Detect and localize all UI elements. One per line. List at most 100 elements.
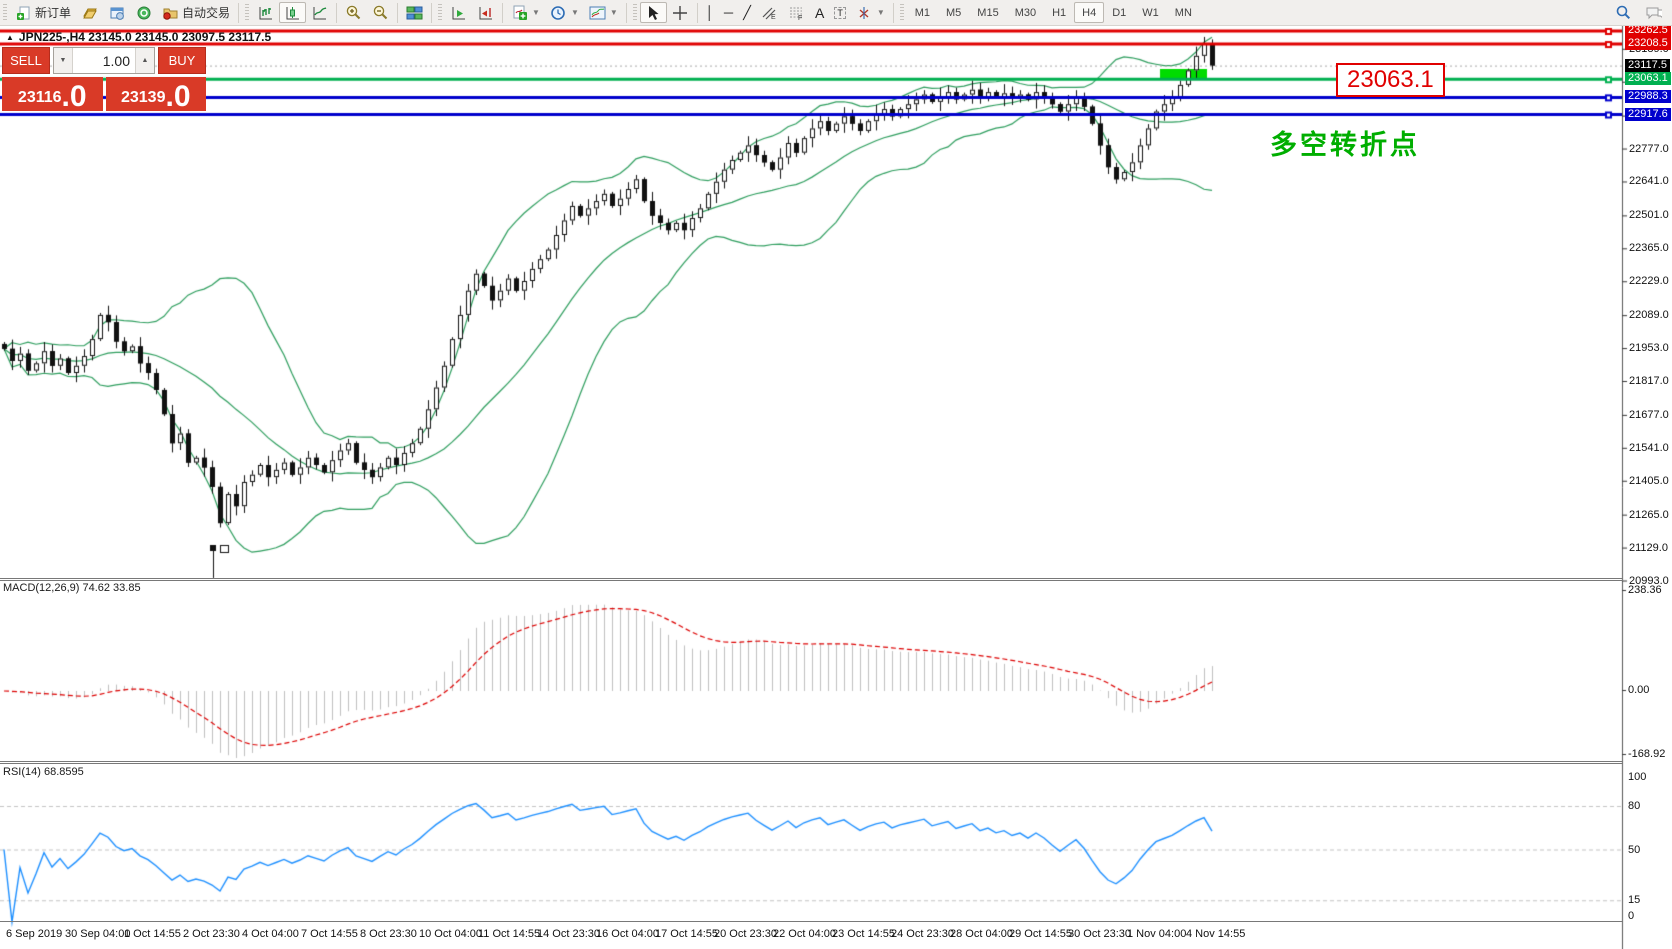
timeframe-d1[interactable]: D1 bbox=[1112, 6, 1127, 19]
timeframe-m30[interactable]: M30 bbox=[1014, 6, 1037, 19]
new-order-button[interactable]: 新订单 bbox=[10, 2, 76, 23]
chat-icon[interactable] bbox=[1645, 4, 1662, 21]
time-axis-label: 23 Oct 14:55 bbox=[832, 928, 895, 940]
timeframe-m5[interactable]: M5 bbox=[946, 6, 962, 19]
tile-windows-icon bbox=[406, 4, 423, 21]
toolbar-grip bbox=[899, 3, 904, 22]
one-click-trade-panel: SELL ▼ 1.00 ▲ BUY 23116 .0 23139 .0 bbox=[2, 47, 206, 111]
note-text[interactable]: 多空转折点 bbox=[1270, 130, 1420, 160]
sell-price-pips: .0 bbox=[61, 79, 87, 113]
timeframe-w1[interactable]: W1 bbox=[1142, 6, 1159, 19]
price-axis-tick: 22365.0 bbox=[1629, 242, 1669, 255]
volume-decrease-icon[interactable]: ▼ bbox=[54, 48, 73, 73]
tile-windows-button[interactable] bbox=[401, 2, 428, 23]
zoom-in-icon bbox=[345, 4, 362, 21]
time-axis-label: 28 Oct 04:00 bbox=[950, 928, 1013, 940]
trendline-icon: ╱ bbox=[743, 5, 751, 20]
price-line-label: 22988.3 bbox=[1625, 90, 1671, 104]
timeframe-h1[interactable]: H1 bbox=[1052, 6, 1067, 19]
timeframe-m15[interactable]: M15 bbox=[977, 6, 999, 19]
price-axis-tick: 22641.0 bbox=[1629, 175, 1669, 188]
svg-text:E: E bbox=[771, 14, 776, 21]
time-axis-label: 7 Oct 14:55 bbox=[301, 928, 358, 940]
price-axis-tick: 21541.0 bbox=[1629, 441, 1669, 454]
volume-value[interactable]: 1.00 bbox=[102, 52, 130, 69]
bar-chart-button[interactable] bbox=[252, 2, 279, 23]
line-chart-button[interactable] bbox=[306, 2, 333, 23]
collapse-triangle-icon[interactable]: ▲ bbox=[6, 32, 14, 42]
price-axis-tick: 21953.0 bbox=[1629, 342, 1669, 355]
fibonacci-icon: F bbox=[788, 4, 805, 21]
timeframe-group: M1 M5 M15 M30 H1 H4 D1 W1 MN bbox=[907, 0, 1200, 25]
sell-price-main: 23116 bbox=[17, 89, 62, 106]
price-line-label: 23208.5 bbox=[1625, 37, 1671, 51]
horizontal-line-button[interactable]: ─ bbox=[719, 2, 738, 23]
candlestick-button[interactable] bbox=[279, 2, 307, 23]
rsi-scale-label: 0 bbox=[1628, 910, 1635, 922]
cursor-icon bbox=[645, 4, 662, 21]
panel-separator bbox=[0, 761, 1623, 762]
data-window-button[interactable] bbox=[103, 2, 130, 23]
price-axis-tick: 21405.0 bbox=[1629, 474, 1669, 487]
price-axis-tick: 22089.0 bbox=[1629, 309, 1669, 322]
price-axis-tick: 20993.0 bbox=[1629, 574, 1669, 587]
chart-shift-button[interactable] bbox=[472, 2, 499, 23]
equidistant-channel-button[interactable]: E bbox=[756, 2, 783, 23]
toolbar-grip bbox=[438, 3, 443, 22]
price-line-label: 22917.6 bbox=[1625, 107, 1671, 121]
trendline-button[interactable]: ╱ bbox=[738, 2, 756, 23]
svg-text:F: F bbox=[798, 15, 802, 21]
candlestick-icon bbox=[284, 4, 301, 21]
zoom-in-button[interactable] bbox=[340, 2, 367, 23]
buy-price[interactable]: 23139 .0 bbox=[105, 77, 206, 111]
time-axis-label: 8 Oct 23:30 bbox=[360, 928, 417, 940]
price-axis-tick: 21817.0 bbox=[1629, 375, 1669, 387]
auto-scroll-icon bbox=[450, 4, 467, 21]
market-watch-button[interactable] bbox=[76, 2, 103, 23]
periods-button[interactable]: ▼ bbox=[545, 2, 584, 23]
indicators-button[interactable]: ▼ bbox=[506, 2, 545, 23]
cursor-button[interactable] bbox=[639, 2, 667, 23]
crosshair-button[interactable] bbox=[667, 2, 694, 23]
macd-scale-label: 0.00 bbox=[1628, 684, 1650, 696]
sell-button[interactable]: SELL bbox=[2, 47, 50, 74]
volume-stepper[interactable]: ▼ 1.00 ▲ bbox=[53, 47, 155, 74]
templates-icon bbox=[589, 4, 606, 21]
templates-button[interactable]: ▼ bbox=[584, 2, 623, 23]
time-axis-label: 11 Oct 14:55 bbox=[478, 928, 541, 940]
time-axis-label: 10 Oct 04:00 bbox=[419, 928, 482, 940]
macd-scale-label: -168.92 bbox=[1628, 748, 1666, 760]
timeframe-m1[interactable]: M1 bbox=[914, 6, 931, 19]
toolbar-grip bbox=[632, 3, 637, 22]
chart-shift-icon bbox=[477, 4, 494, 21]
search-icon[interactable] bbox=[1614, 4, 1631, 21]
autotrading-button[interactable]: 自动交易 bbox=[157, 2, 235, 23]
text-icon: A bbox=[814, 4, 825, 21]
time-axis-label: 1 Nov 04:00 bbox=[1127, 928, 1187, 940]
price-flag-label[interactable]: 23063.1 bbox=[1336, 63, 1445, 97]
time-axis-label: 4 Nov 14:55 bbox=[1186, 928, 1246, 940]
panel-separator bbox=[0, 763, 1623, 764]
arrows-button[interactable]: ▼ bbox=[851, 2, 890, 23]
timeframe-h4[interactable]: H4 bbox=[1074, 2, 1105, 23]
text-label-button[interactable]: T bbox=[829, 2, 851, 23]
text-button[interactable]: A bbox=[810, 2, 829, 23]
navigator-button[interactable] bbox=[130, 2, 157, 23]
sell-price[interactable]: 23116 .0 bbox=[2, 77, 103, 111]
price-axis-tick: 21129.0 bbox=[1629, 541, 1668, 554]
timeframe-mn[interactable]: MN bbox=[1174, 6, 1192, 19]
time-axis-label: 16 Oct 04:00 bbox=[596, 928, 659, 940]
zoom-out-button[interactable] bbox=[367, 2, 394, 23]
volume-increase-icon[interactable]: ▲ bbox=[135, 48, 154, 73]
fibonacci-button[interactable]: F bbox=[783, 2, 810, 23]
rsi-scale-label: 80 bbox=[1628, 800, 1641, 812]
main-toolbar: 新订单 自动交易 bbox=[0, 0, 1672, 26]
line-chart-icon bbox=[311, 4, 328, 21]
buy-button[interactable]: BUY bbox=[158, 47, 206, 74]
time-axis-label: 20 Oct 23:30 bbox=[714, 928, 777, 940]
vertical-line-button[interactable]: │ bbox=[701, 2, 719, 23]
time-axis-label: 22 Oct 04:00 bbox=[773, 928, 836, 940]
auto-scroll-button[interactable] bbox=[445, 2, 472, 23]
rsi-scale-label: 50 bbox=[1628, 843, 1641, 856]
